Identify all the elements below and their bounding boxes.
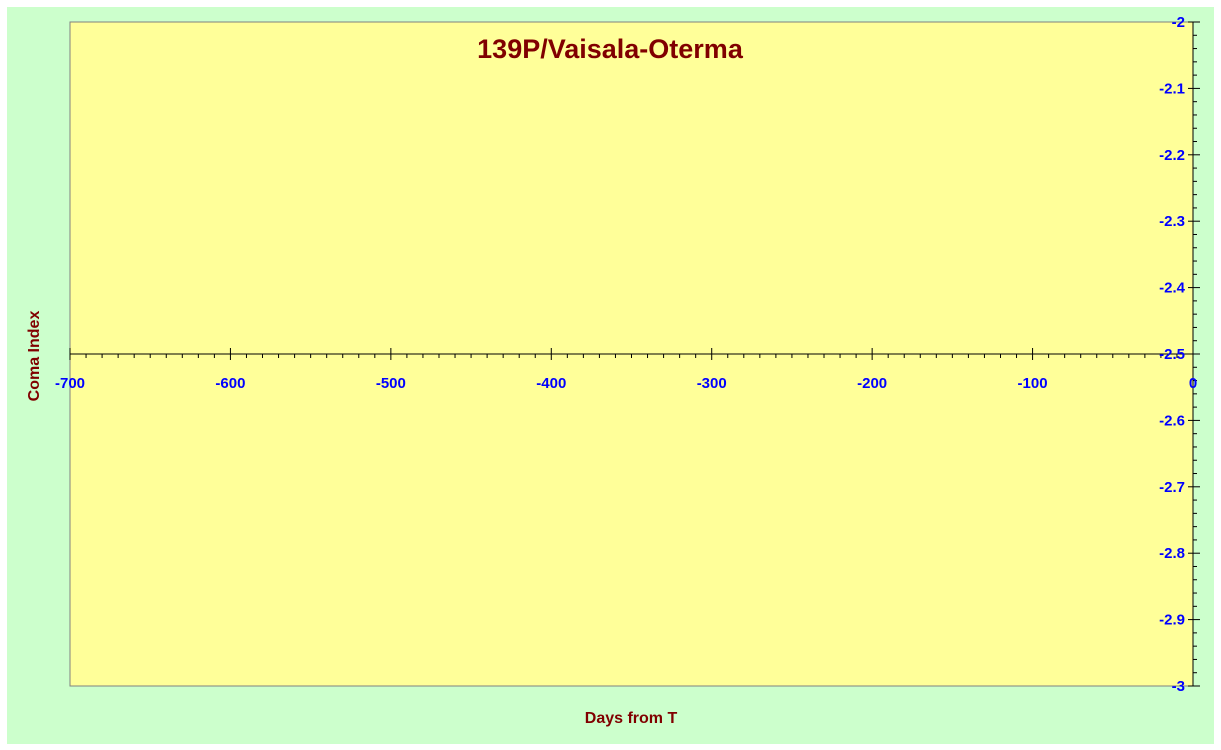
x-tick-label: -700: [55, 375, 85, 392]
x-tick-label: -400: [536, 375, 566, 392]
y-tick-label: -2.2: [1159, 147, 1185, 164]
x-tick-label: -200: [857, 375, 887, 392]
x-axis-title: Days from T: [585, 710, 678, 727]
x-tick-label: 0: [1189, 375, 1197, 392]
y-tick-label: -2.4: [1159, 280, 1186, 297]
y-tick-label: -2.7: [1159, 479, 1185, 496]
y-tick-label: -2.9: [1159, 612, 1185, 629]
chart-title: 139P/Vaisala-Oterma: [477, 34, 744, 64]
y-tick-label: -2.3: [1159, 213, 1185, 230]
y-tick-label: -2.1: [1159, 80, 1185, 97]
x-tick-labels: -700 -600 -500 -400 -300 -200 -100 0: [55, 375, 1197, 392]
y-minor-ticks: [1193, 34, 1197, 674]
x-tick-label: -100: [1018, 375, 1048, 392]
y-tick-label: -2.8: [1159, 545, 1185, 562]
y-tick-labels: -2 -2.1 -2.2 -2.3 -2.4 -2.5 -2.6 -2.7 -2.8 -2.9 -3: [1159, 14, 1186, 695]
y-tick-label: -2: [1172, 14, 1185, 31]
x-minor-ticks: [85, 354, 1178, 358]
y-axis-title: Coma Index: [26, 311, 43, 402]
x-tick-label: -500: [376, 375, 406, 392]
x-tick-label: -600: [215, 375, 245, 392]
x-tick-label: -300: [697, 375, 727, 392]
y-tick-label: -3: [1172, 678, 1185, 695]
y-tick-label: -2.6: [1159, 412, 1185, 429]
y-tick-label: -2.5: [1159, 346, 1185, 363]
